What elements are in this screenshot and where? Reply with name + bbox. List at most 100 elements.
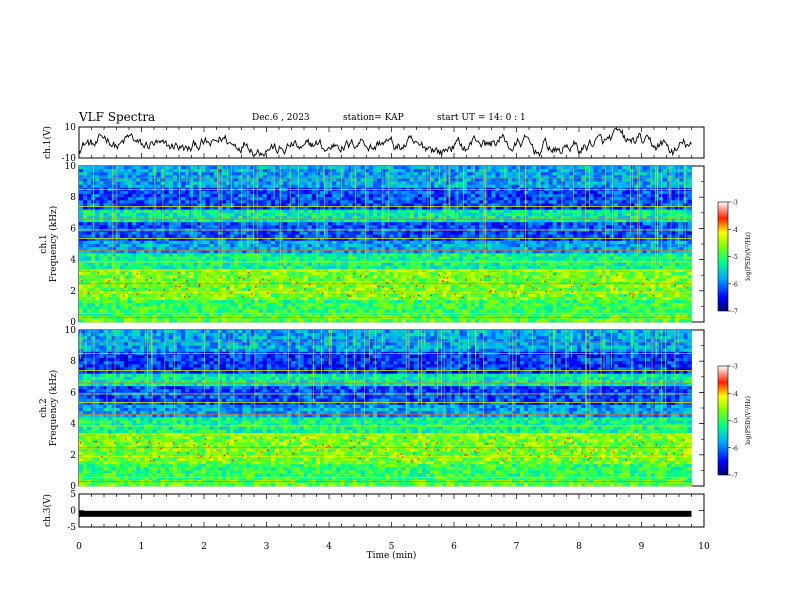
spectrogram-cell — [332, 200, 337, 204]
spectrogram-cell — [181, 215, 186, 220]
spectrogram-cell — [458, 212, 464, 217]
spectrogram-cell — [119, 247, 125, 251]
spectrogram-cell — [238, 166, 243, 170]
spectrogram-cell — [144, 250, 149, 254]
spectrogram-cell — [360, 237, 366, 242]
spectrogram-cell — [332, 181, 337, 186]
spectrogram-cell — [123, 169, 129, 173]
spectrogram-cell — [144, 190, 149, 195]
spectrogram-cell — [495, 256, 500, 260]
spectrogram-cell — [368, 256, 374, 260]
spectrogram-cell — [458, 190, 464, 195]
spectrogram-cell — [560, 240, 566, 245]
spectrogram-cell — [548, 237, 554, 242]
spectrogram-cell — [356, 203, 362, 207]
spectrogram-cell — [413, 203, 423, 207]
spectrogram-cell — [654, 194, 660, 198]
spectrogram-cell — [646, 212, 652, 217]
spectrogram-cell — [177, 225, 182, 229]
spectrogram-cell — [283, 172, 288, 176]
spectrogram-cell — [221, 206, 227, 211]
spectrogram-cell — [87, 206, 92, 211]
spectrogram-cell — [409, 172, 415, 176]
spectrogram-cell — [368, 169, 374, 173]
spectrogram-cell — [405, 253, 411, 257]
spectrogram-cell — [364, 222, 370, 226]
spectrogram-cell — [111, 197, 117, 201]
spectrogram-cell — [172, 231, 178, 236]
spectrogram-cell — [234, 237, 239, 242]
spectrogram-cell — [434, 234, 439, 239]
spectrogram-cell — [189, 256, 194, 260]
spectrogram-cell — [344, 172, 349, 176]
spectrogram-cell — [287, 197, 292, 201]
spectrogram-cell — [585, 181, 590, 186]
spectrogram-cell — [164, 253, 170, 257]
spectrogram-cell — [397, 166, 402, 170]
spectrogram-cell — [311, 253, 317, 257]
spectrogram-cell — [185, 209, 190, 214]
spectrogram-cell — [103, 215, 108, 220]
spectrogram-cell — [213, 166, 219, 170]
spectrogram-cell — [650, 225, 656, 229]
spectrogram-cell — [319, 190, 325, 195]
spectrogram-cell — [132, 175, 137, 179]
spectrogram-cell — [560, 219, 566, 223]
spectrogram-cell — [515, 219, 521, 223]
spectrogram-cell — [283, 190, 288, 195]
spectrogram-cell — [454, 244, 460, 248]
spectrogram-cell — [671, 181, 676, 186]
spectrogram-cell — [254, 206, 260, 211]
spectrogram-cell — [479, 175, 484, 179]
spectrogram-cell — [87, 212, 92, 217]
spectrogram-cell — [667, 219, 672, 223]
spectrogram-cell — [315, 250, 321, 254]
spectrogram-cell — [87, 169, 92, 173]
spectrogram-cell — [319, 197, 325, 201]
spectrogram-cell — [401, 222, 407, 226]
spectrogram-cell — [442, 231, 447, 236]
spectrogram-cell — [217, 250, 223, 254]
spectrogram-cell — [650, 256, 656, 260]
spectrogram-cell — [213, 253, 219, 257]
spectrogram-cell — [103, 244, 108, 248]
spectrogram-cell — [650, 212, 656, 217]
spectrogram-cell — [164, 194, 170, 198]
spectrogram-cell — [462, 200, 468, 204]
spectrogram-cell — [177, 215, 182, 220]
spectrogram-cell — [446, 212, 451, 217]
spectrogram-cell — [405, 172, 411, 176]
spectrogram-cell — [172, 240, 178, 245]
spectrogram-cell — [389, 181, 394, 186]
spectrogram-cell — [291, 181, 296, 186]
spectrogram-cell — [491, 178, 496, 182]
spectrogram-cell — [311, 166, 317, 170]
spectrogram-cell — [336, 247, 341, 251]
spectrogram-cell — [422, 222, 427, 226]
spectrogram-cell — [156, 247, 162, 251]
spectrogram-cell — [601, 253, 607, 257]
spectrogram-cell — [242, 178, 247, 182]
spectrogram-cell — [397, 178, 402, 182]
spectrogram-cell — [393, 190, 398, 195]
spectrogram-cell — [601, 225, 607, 229]
spectrogram-cell — [340, 209, 345, 214]
spectrogram-cell — [189, 178, 194, 182]
spectrogram-cell — [107, 253, 113, 257]
spectrogram-cell — [573, 234, 578, 239]
spectrogram-cell — [189, 215, 194, 220]
spectrogram-cell — [87, 250, 92, 254]
spectrogram-cell — [475, 219, 480, 223]
spectrogram-cell — [560, 175, 566, 179]
spectrogram-cell — [328, 172, 333, 176]
spectrogram-cell — [569, 200, 574, 204]
spectrogram-cell — [687, 206, 692, 211]
spectrogram-cell — [291, 178, 296, 182]
spectrogram-cell — [573, 247, 578, 251]
spectrogram-cell — [234, 166, 239, 170]
spectrogram-cell — [275, 194, 280, 198]
spectrogram-cell — [201, 206, 206, 211]
spectrogram-cell — [556, 197, 562, 201]
spectrogram-cell — [581, 253, 586, 257]
spectrogram-cell — [634, 237, 639, 242]
